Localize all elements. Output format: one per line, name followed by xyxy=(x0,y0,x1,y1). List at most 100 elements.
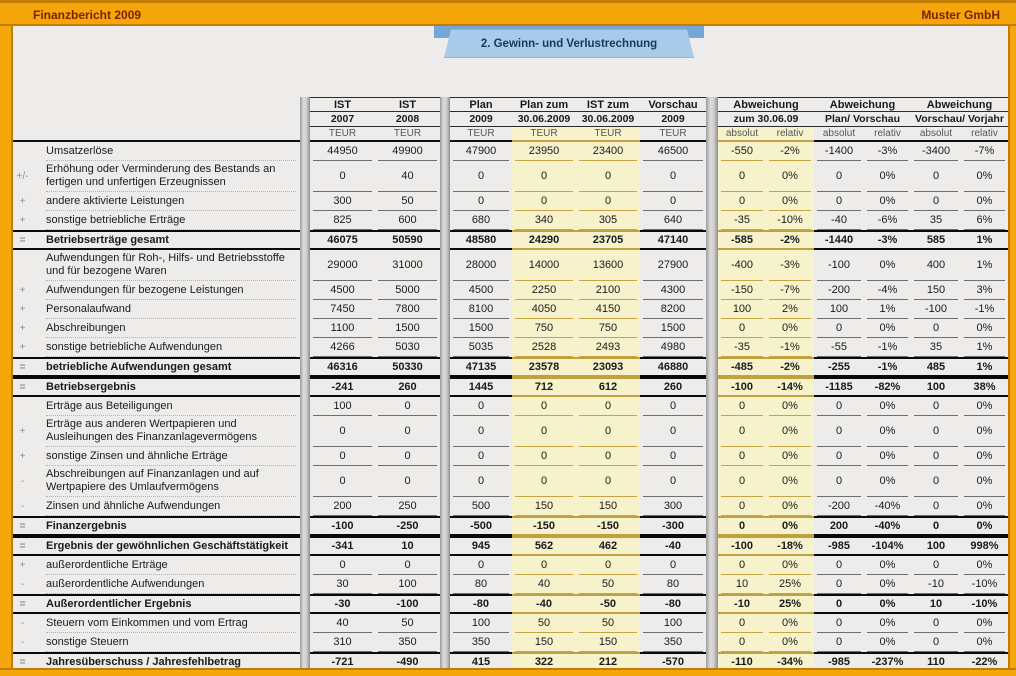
value-text: 0 xyxy=(721,192,763,211)
value-text: 0 xyxy=(914,556,958,575)
value-cell: 0 xyxy=(450,416,512,447)
value-text: 485 xyxy=(926,361,946,373)
value-text: 100 xyxy=(313,397,372,416)
value-cell: 0 xyxy=(310,416,375,447)
value-text: 0 xyxy=(817,161,861,192)
value-cell: 0 xyxy=(814,161,864,192)
value-text: -1400 xyxy=(817,142,861,161)
row-label-cell: Aufwendungen für bezogene Leistungen xyxy=(32,281,300,300)
value-text: 1500 xyxy=(453,319,509,338)
row-sign: - xyxy=(20,579,25,590)
value-text: 0 xyxy=(378,466,437,497)
column-year: 2008 xyxy=(375,112,440,127)
column-separator-bar xyxy=(300,300,310,319)
value-text: 25% xyxy=(778,598,802,610)
value-cell: 305 xyxy=(576,211,640,230)
value-text: -3% xyxy=(867,142,908,161)
value-cell: -150 xyxy=(576,516,640,536)
value-cell: 260 xyxy=(375,377,440,397)
value-cell: -40 xyxy=(814,211,864,230)
column-title: Plan xyxy=(450,97,512,112)
value-text: -10% xyxy=(769,211,811,230)
value-text: 40 xyxy=(378,161,437,192)
right-frame-bar xyxy=(1008,26,1016,676)
percent-cell: 38% xyxy=(961,377,1008,397)
column-separator-bar xyxy=(706,192,718,211)
value-text: 47900 xyxy=(453,142,509,161)
value-cell: 0 xyxy=(640,192,706,211)
value-text: -110 xyxy=(731,656,753,668)
value-cell: 100 xyxy=(911,377,961,397)
value-cell: 0 xyxy=(512,556,576,575)
value-text: 0 xyxy=(378,397,437,416)
value-text: -18% xyxy=(777,540,803,552)
value-text: 0 xyxy=(313,466,372,497)
value-text: 0 xyxy=(378,447,437,466)
value-text: -82% xyxy=(874,381,901,393)
value-cell: 35 xyxy=(911,338,961,357)
value-text: -341 xyxy=(331,540,354,552)
row-label: Erträge aus Beteiligungen xyxy=(46,397,296,416)
tab-gewinn-und-verlustrechnung[interactable]: 2. Gewinn- und Verlustrechnung xyxy=(444,29,694,58)
percent-cell: 0% xyxy=(766,161,814,192)
column-separator-bar xyxy=(440,97,450,112)
row-label: Außerordentlicher Ergebnis xyxy=(46,597,192,610)
percent-cell: -2% xyxy=(766,357,814,377)
column-separator-bar xyxy=(706,211,718,230)
column-separator-bar xyxy=(706,652,718,672)
value-cell: 50 xyxy=(576,575,640,594)
value-text: 0 xyxy=(453,161,509,192)
value-text: 7450 xyxy=(313,300,372,319)
column-separator-bar xyxy=(300,142,310,161)
value-cell: 0 xyxy=(911,556,961,575)
value-cell: 250 xyxy=(375,497,440,516)
value-text: 0% xyxy=(964,192,1005,211)
value-text: 25% xyxy=(769,575,811,594)
value-text: 150 xyxy=(579,633,637,652)
percent-cell: 0% xyxy=(766,319,814,338)
value-text: 0% xyxy=(964,447,1005,466)
value-text: 1% xyxy=(964,338,1005,357)
column-separator-bar xyxy=(300,594,310,614)
value-text: 23578 xyxy=(528,361,560,373)
value-text: 48580 xyxy=(465,234,497,246)
column-separator-bar xyxy=(300,250,310,281)
percent-cell: -10% xyxy=(961,594,1008,614)
row-label-cell: Betriebserträge gesamt xyxy=(32,230,300,250)
value-cell: 0 xyxy=(512,466,576,497)
column-separator-bar xyxy=(300,319,310,338)
value-text: 0% xyxy=(867,466,908,497)
value-text: 35 xyxy=(914,211,958,230)
column-year: 30.06.2009 xyxy=(576,112,640,127)
value-cell: 23093 xyxy=(576,357,640,377)
deviation-group-subtitle: Vorschau/ Vorjahr xyxy=(911,112,1008,127)
value-cell: 40 xyxy=(310,614,375,633)
value-text: 750 xyxy=(515,319,573,338)
value-cell: 47135 xyxy=(450,357,512,377)
value-text: 4300 xyxy=(643,281,703,300)
percent-cell: 0% xyxy=(864,614,911,633)
row-label: Aufwendungen für bezogene Leistungen xyxy=(46,281,296,300)
value-cell: 0 xyxy=(911,516,961,536)
report-title: Finanzbericht 2009 xyxy=(33,8,142,22)
value-cell: 0 xyxy=(911,633,961,652)
value-cell: 0 xyxy=(911,447,961,466)
value-text: 150 xyxy=(579,497,637,516)
value-cell: 300 xyxy=(640,497,706,516)
header-row-titles: IST IST Plan Plan zum IST zum Vorschau Abweich… xyxy=(13,97,1008,112)
value-cell: -341 xyxy=(310,536,375,556)
row-label-cell: Abschreibungen auf Finanzanlagen und auf… xyxy=(32,466,300,497)
column-separator-bar xyxy=(300,192,310,211)
value-cell: 31000 xyxy=(375,250,440,281)
value-text: 0% xyxy=(964,397,1005,416)
value-cell: 0 xyxy=(375,397,440,416)
value-cell: -485 xyxy=(718,357,766,377)
column-separator-bar xyxy=(440,338,450,357)
value-cell: 750 xyxy=(512,319,576,338)
percent-cell: 25% xyxy=(766,594,814,614)
value-text: 0 xyxy=(914,466,958,497)
table-row: + Abschreibungen 1100 1500 1500 750 750 1500 0 0%… xyxy=(13,319,1008,338)
value-text: 0% xyxy=(867,192,908,211)
value-cell: -300 xyxy=(640,516,706,536)
value-text: 0 xyxy=(721,416,763,447)
